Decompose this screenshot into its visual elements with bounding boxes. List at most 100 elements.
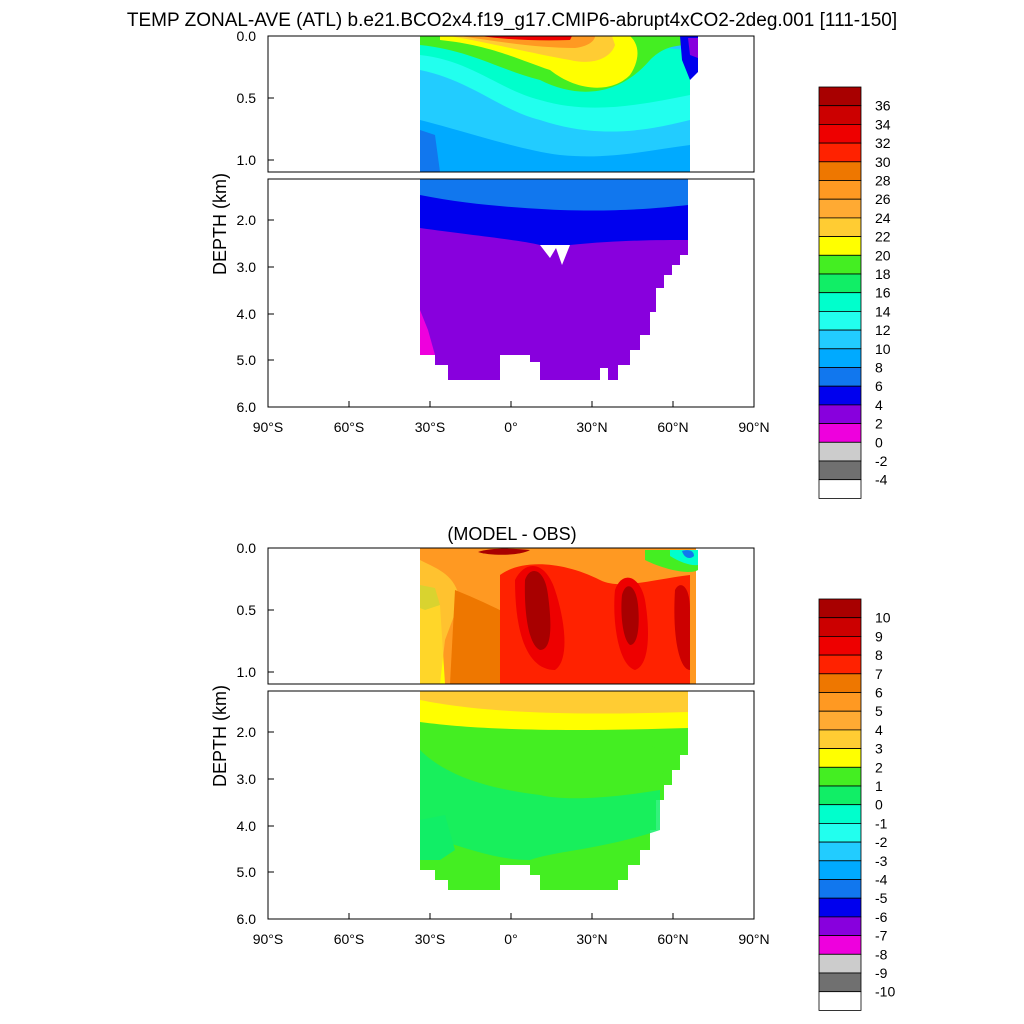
colorbar-label: 30 <box>875 154 891 170</box>
colorbar-label: 10 <box>875 610 891 626</box>
field-deep-green <box>420 750 660 860</box>
figure-title: TEMP ZONAL-AVE (ATL) b.e21.BCO2x4.f19_g1… <box>127 10 897 31</box>
colorbar-swatch <box>818 86 862 107</box>
y-tick-label: 6.0 <box>237 911 257 927</box>
colorbar-swatch <box>818 329 862 350</box>
colorbar-label: 7 <box>875 666 883 682</box>
field-north-blue <box>682 550 694 559</box>
colorbar-label: 4 <box>875 722 883 738</box>
y-tick-label: 1.0 <box>237 664 257 680</box>
colorbar-swatch <box>818 710 862 731</box>
field-yellow-band <box>420 700 688 730</box>
panel-top-ylabel: DEPTH (km) <box>210 173 230 275</box>
colorbar-label: 1 <box>875 778 883 794</box>
colorbar-swatch <box>818 748 862 768</box>
field-south-gold <box>420 560 460 684</box>
colorbar-swatch <box>818 823 862 843</box>
y-tick-label: 4.0 <box>237 818 257 834</box>
field-bottom-magenta <box>420 310 435 355</box>
y-tick-label: 2.0 <box>237 724 257 740</box>
colorbar-label: 16 <box>875 285 891 301</box>
y-tick-label: 0.5 <box>237 602 257 618</box>
y-tick-label: 1.0 <box>237 152 257 168</box>
colorbar-label: 9 <box>875 628 883 644</box>
colorbar-swatch <box>818 692 862 712</box>
y-tick-label: 0.0 <box>237 540 257 556</box>
colorbar-swatch <box>818 617 862 637</box>
x-tick-label: 90°N <box>738 931 769 947</box>
x-tick-label: 90°S <box>253 419 284 435</box>
colorbar-swatch <box>818 367 862 387</box>
x-tick-label: 30°S <box>415 419 446 435</box>
y-tick-label: 5.0 <box>237 864 257 880</box>
colorbar-label: 14 <box>875 303 891 319</box>
colorbar-label: 18 <box>875 266 891 282</box>
colorbar-swatch <box>818 161 862 181</box>
colorbar-swatch <box>818 273 862 294</box>
x-tick-label: 90°S <box>253 931 284 947</box>
colorbar-swatch <box>818 879 862 899</box>
colorbar-label: -2 <box>875 453 888 469</box>
colorbar-swatch <box>818 142 862 163</box>
y-tick-label: 3.0 <box>237 259 257 275</box>
y-tick-label: 0.5 <box>237 90 257 106</box>
colorbar-label: 28 <box>875 173 891 189</box>
colorbar-swatch <box>818 292 862 312</box>
colorbar-label: 2 <box>875 759 883 775</box>
panel-bottom-upper-field <box>420 548 698 684</box>
panel-top-upper-frame <box>267 35 755 173</box>
colorbar-swatch <box>818 897 862 918</box>
colorbar-label: 22 <box>875 229 891 245</box>
x-tick-label: 0° <box>504 931 517 947</box>
panel-bottom-upper-y-axis: 0.0 0.5 1.0 <box>237 540 274 680</box>
field-deep-water <box>420 228 688 380</box>
field-surface-max <box>478 548 530 555</box>
colorbar-swatch <box>818 804 862 824</box>
y-tick-label: 3.0 <box>237 771 257 787</box>
x-tick-label: 30°N <box>576 931 607 947</box>
y-tick-label: 0.0 <box>237 28 257 44</box>
colorbar-swatch <box>818 479 862 499</box>
y-tick-label: 5.0 <box>237 352 257 368</box>
colorbar-swatch <box>818 636 862 656</box>
y-tick-label: 6.0 <box>237 399 257 415</box>
colorbar-swatch <box>818 972 862 993</box>
colorbar-label: 24 <box>875 210 891 226</box>
field-cool-deep-upper <box>420 120 690 172</box>
colorbar-label: -3 <box>875 853 888 869</box>
field-darkred-north <box>621 586 639 645</box>
colorbar-swatch <box>818 935 862 955</box>
colorbar-swatch <box>818 729 862 750</box>
field-deep-north-patch <box>582 740 666 792</box>
colorbar-label: 3 <box>875 741 883 757</box>
colorbar-label: -5 <box>875 890 888 906</box>
x-tick-label: 60°S <box>334 419 365 435</box>
field-warm-core <box>480 36 572 41</box>
colorbar-label: 8 <box>875 360 883 376</box>
x-tick-label: 60°N <box>657 931 688 947</box>
colorbar-swatch <box>818 180 862 200</box>
panel-top-upper-y-axis: 0.0 0.5 1.0 <box>237 28 274 168</box>
colorbar-label: 32 <box>875 135 891 151</box>
colorbar-label: -6 <box>875 909 888 925</box>
panel-top-lower-field <box>420 179 688 380</box>
colorbar-label: -4 <box>875 472 888 488</box>
colorbar-swatch <box>818 916 862 937</box>
colorbar-label: -4 <box>875 872 888 888</box>
field-south-deep-patch <box>420 815 455 860</box>
colorbar-label: 10 <box>875 341 891 357</box>
colorbar-swatch <box>818 673 862 693</box>
colorbar-swatch <box>818 598 862 619</box>
colorbar-label: -9 <box>875 965 888 981</box>
field-north-purple <box>688 38 698 58</box>
colorbar-label: 12 <box>875 322 891 338</box>
panel-bottom: (MODEL - OBS) <box>210 524 895 1011</box>
colorbar-label: 6 <box>875 378 883 394</box>
colorbar-swatch <box>818 953 862 974</box>
panel-bottom-title: (MODEL - OBS) <box>447 524 576 544</box>
colorbar-swatch <box>818 860 862 880</box>
colorbar-swatch <box>818 441 862 462</box>
colorbar-swatch <box>818 105 862 125</box>
panel-bottom-upper-frame <box>267 547 755 685</box>
colorbar-swatch <box>818 841 862 862</box>
